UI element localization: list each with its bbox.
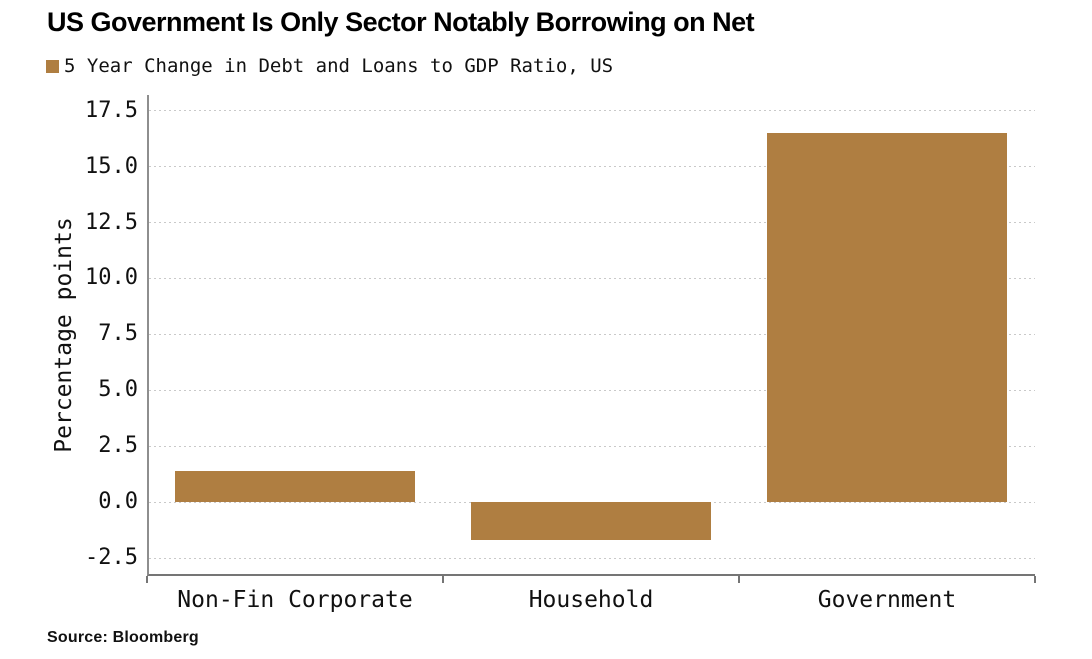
legend-swatch-icon [46,59,59,73]
gridline [149,277,1035,279]
legend: 5 Year Change in Debt and Loans to GDP R… [46,55,613,77]
y-tick-label: 5.0 [98,377,138,403]
bar-household [471,502,711,541]
x-tick-mark [738,576,740,583]
y-tick-label: 12.5 [85,209,138,235]
legend-label: 5 Year Change in Debt and Loans to GDP R… [64,55,614,77]
gridline [149,389,1035,391]
gridline [149,445,1035,447]
y-tick-label: 10.0 [85,265,138,291]
y-tick-label: 2.5 [98,433,138,459]
y-tick-label: 7.5 [98,321,138,347]
gridline [149,557,1035,559]
bar-non-fin-corporate [175,470,415,503]
x-tick-mark [442,576,444,583]
x-category-label: Household [528,587,654,613]
gridline [149,166,1035,168]
gridline [149,333,1035,335]
y-tick-label: 0.0 [98,489,138,515]
x-category-label: Non-Fin Corporate [177,587,413,613]
y-tick-label: 17.5 [85,97,138,123]
y-tick-label: 15.0 [85,153,138,179]
x-tick-mark [146,576,148,583]
gridline [149,110,1035,112]
bar-government [767,133,1007,503]
gridline [149,222,1035,224]
chart-title: US Government Is Only Sector Notably Bor… [47,7,755,37]
x-tick-mark [1034,576,1036,583]
plot-area [147,95,1035,576]
x-category-label: Government [817,587,957,613]
source-note: Source: Bloomberg [47,629,199,646]
y-tick-label: -2.5 [85,545,138,571]
